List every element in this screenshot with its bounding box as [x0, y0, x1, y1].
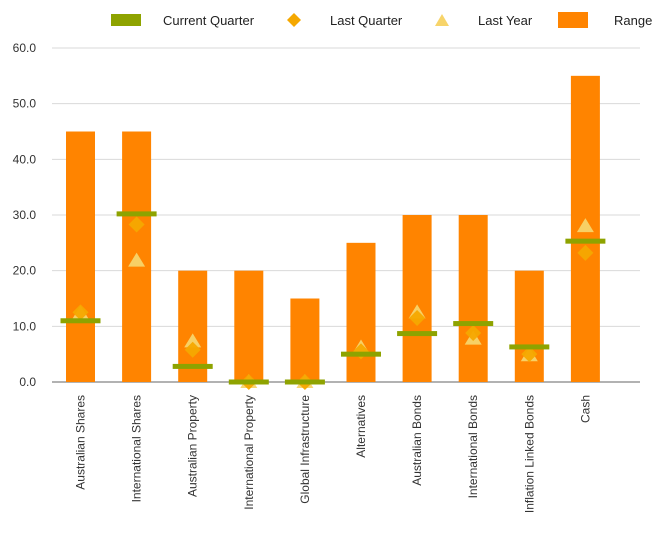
last-year-marker: [184, 333, 202, 348]
last-quarter-marker: [465, 325, 482, 342]
legend-swatch-current: [111, 14, 141, 26]
x-category-label: Global Infrastructure: [298, 395, 312, 504]
x-category-label: International Bonds: [466, 395, 480, 498]
y-tick-label: 0.0: [19, 375, 36, 389]
range-bar: [458, 215, 488, 382]
legend-swatch-last_quarter: [287, 13, 301, 27]
range-bar: [514, 270, 544, 382]
current-quarter-marker: [116, 211, 157, 217]
legend-swatch-last_year: [435, 14, 449, 26]
legend-item-last_quarter: Last Quarter: [286, 12, 402, 28]
current-quarter-marker: [284, 379, 325, 385]
last-year-marker: [128, 252, 146, 267]
current-quarter-marker: [453, 321, 494, 327]
range-bar: [290, 298, 320, 382]
current-quarter-marker: [60, 318, 101, 324]
range-bar: [178, 270, 208, 382]
last-quarter-marker: [521, 346, 538, 363]
range-bar: [346, 242, 376, 382]
last-quarter-marker: [577, 244, 594, 261]
legend-item-last_year: Last Year: [434, 12, 532, 28]
current-quarter-marker: [397, 331, 438, 337]
legend-label: Range: [614, 12, 653, 28]
y-tick-label: 60.0: [13, 41, 37, 55]
current-quarter-marker: [565, 238, 606, 244]
last-quarter-marker: [72, 304, 89, 321]
last-year-marker: [576, 218, 594, 233]
x-category-label: Inflation Linked Bonds: [522, 395, 536, 513]
x-category-label: Australian Bonds: [410, 395, 424, 486]
x-category-label: International Shares: [130, 395, 144, 502]
y-tick-label: 30.0: [13, 208, 37, 222]
last-quarter-marker: [409, 309, 426, 326]
x-category-label: Cash: [578, 395, 592, 423]
legend-label: Last Quarter: [330, 12, 403, 28]
range-bar: [234, 270, 264, 382]
x-category-label: Alternatives: [354, 395, 368, 458]
current-quarter-marker: [228, 379, 269, 385]
last-quarter-marker: [184, 341, 201, 358]
y-tick-label: 50.0: [13, 97, 37, 111]
range-bar: [402, 215, 432, 382]
range-bar: [66, 131, 95, 382]
legend-swatch-range: [558, 12, 588, 28]
legend-item-range: Range: [558, 12, 652, 28]
x-category-label: International Property: [242, 395, 256, 510]
legend-item-current: Current Quarter: [111, 12, 254, 28]
current-quarter-marker: [172, 363, 213, 369]
legend-label: Current Quarter: [163, 12, 255, 28]
x-category-label: Australian Shares: [74, 395, 88, 490]
y-tick-label: 10.0: [13, 319, 37, 333]
legend-label: Last Year: [478, 12, 533, 28]
x-category-label: Australian Property: [186, 395, 200, 497]
current-quarter-marker: [341, 351, 381, 357]
y-tick-label: 40.0: [13, 152, 37, 166]
y-tick-label: 20.0: [13, 264, 37, 278]
last-quarter-marker: [128, 216, 145, 233]
current-quarter-marker: [509, 344, 550, 350]
